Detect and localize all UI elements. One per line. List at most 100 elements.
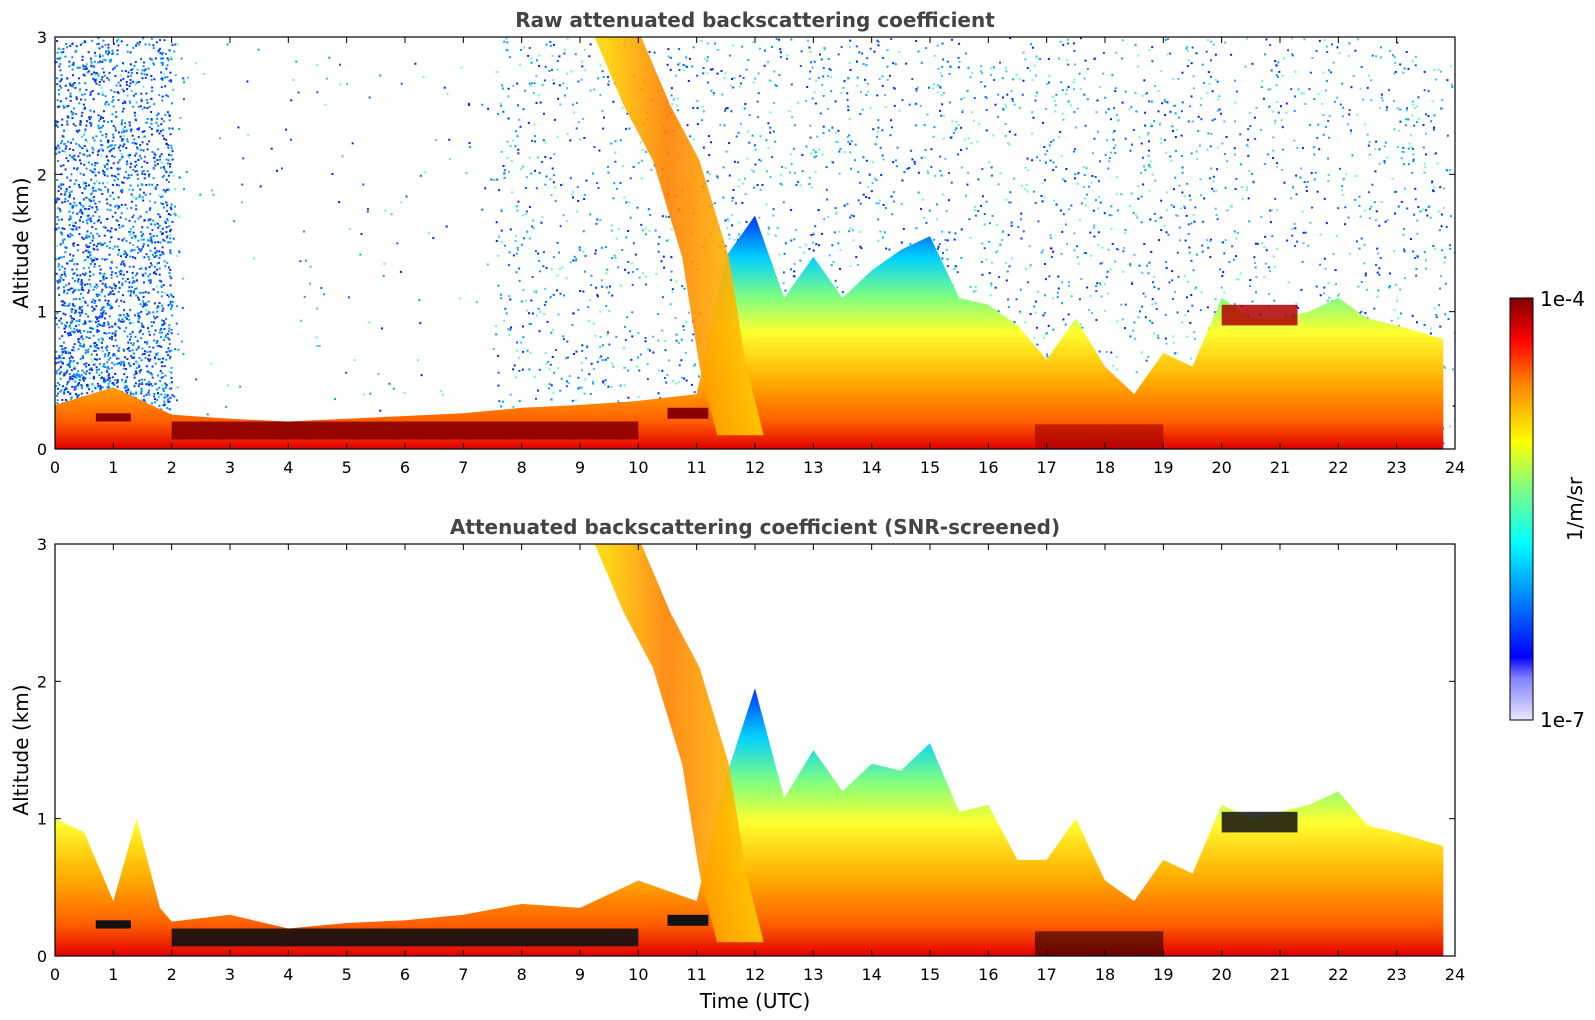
noise-dot bbox=[605, 272, 608, 275]
noise-dot bbox=[747, 59, 750, 62]
noise-dot bbox=[601, 109, 604, 112]
noise-dot bbox=[165, 94, 168, 97]
noise-dot bbox=[468, 141, 471, 144]
noise-dot bbox=[84, 352, 87, 355]
noise-dot bbox=[119, 79, 122, 82]
noise-dot bbox=[550, 194, 553, 197]
noise-dot bbox=[728, 237, 731, 240]
noise-dot bbox=[1399, 312, 1402, 315]
noise-dot bbox=[980, 64, 983, 67]
noise-dot bbox=[1092, 226, 1095, 229]
noise-dot bbox=[131, 216, 134, 219]
noise-dot bbox=[1264, 262, 1267, 265]
noise-dot bbox=[173, 50, 176, 53]
noise-dot bbox=[154, 221, 157, 224]
noise-dot bbox=[852, 215, 855, 218]
noise-dot bbox=[972, 119, 975, 122]
noise-dot bbox=[171, 158, 174, 161]
noise-dot bbox=[318, 345, 321, 348]
noise-dot bbox=[270, 147, 273, 150]
noise-dot bbox=[146, 340, 149, 343]
noise-dot bbox=[955, 120, 958, 123]
noise-dot bbox=[879, 146, 882, 149]
noise-dot bbox=[874, 143, 877, 146]
noise-dot bbox=[64, 352, 67, 355]
noise-dot bbox=[1206, 92, 1209, 95]
noise-dot bbox=[142, 295, 145, 298]
noise-dot bbox=[876, 39, 879, 42]
noise-dot bbox=[135, 391, 138, 394]
noise-dot bbox=[670, 270, 673, 273]
noise-dot bbox=[854, 143, 857, 146]
noise-dot bbox=[1008, 143, 1011, 146]
noise-dot bbox=[98, 215, 101, 218]
noise-dot bbox=[80, 387, 83, 390]
noise-dot bbox=[528, 46, 531, 49]
noise-dot bbox=[500, 297, 503, 300]
noise-dot bbox=[511, 191, 514, 194]
noise-dot bbox=[696, 123, 699, 126]
noise-dot bbox=[573, 353, 576, 356]
noise-dot bbox=[1186, 50, 1189, 53]
noise-dot bbox=[1417, 96, 1420, 99]
noise-dot bbox=[1332, 61, 1335, 64]
noise-dot bbox=[1110, 227, 1113, 230]
noise-dot bbox=[83, 371, 86, 374]
noise-dot bbox=[666, 373, 669, 376]
noise-dot bbox=[460, 66, 463, 69]
noise-dot bbox=[1445, 225, 1448, 228]
noise-dot bbox=[693, 391, 696, 394]
noise-dot bbox=[596, 293, 599, 296]
noise-dot bbox=[600, 355, 603, 358]
noise-dot bbox=[1093, 224, 1096, 227]
noise-dot bbox=[1172, 298, 1175, 301]
noise-dot bbox=[1280, 105, 1283, 108]
noise-dot bbox=[1153, 286, 1156, 289]
noise-dot bbox=[736, 161, 739, 164]
noise-dot bbox=[75, 376, 78, 379]
noise-dot bbox=[1060, 252, 1063, 255]
noise-dot bbox=[164, 169, 167, 172]
noise-dot bbox=[1311, 56, 1314, 59]
noise-dot bbox=[548, 387, 551, 390]
noise-dot bbox=[641, 272, 644, 275]
noise-dot bbox=[353, 359, 356, 362]
noise-dot bbox=[1348, 42, 1351, 45]
noise-dot bbox=[828, 254, 831, 257]
noise-dot bbox=[670, 279, 673, 282]
noise-dot bbox=[1317, 123, 1320, 126]
noise-dot bbox=[711, 68, 714, 71]
noise-dot bbox=[1190, 259, 1193, 262]
noise-dot bbox=[1206, 148, 1209, 151]
noise-dot bbox=[161, 319, 164, 322]
noise-dot bbox=[130, 193, 133, 196]
noise-dot bbox=[90, 73, 93, 76]
noise-dot bbox=[1453, 332, 1455, 335]
noise-dot bbox=[383, 262, 386, 265]
noise-dot bbox=[507, 264, 510, 267]
noise-dot bbox=[886, 49, 889, 52]
noise-dot bbox=[599, 64, 602, 67]
noise-dot bbox=[141, 77, 144, 80]
noise-dot bbox=[62, 278, 65, 281]
noise-dot bbox=[1222, 241, 1225, 244]
noise-dot bbox=[1010, 221, 1013, 224]
noise-dot bbox=[79, 122, 82, 125]
noise-dot bbox=[706, 59, 709, 62]
noise-dot bbox=[939, 169, 942, 172]
noise-dot bbox=[815, 79, 818, 82]
noise-dot bbox=[1025, 183, 1028, 186]
noise-dot bbox=[724, 219, 727, 222]
noise-dot bbox=[331, 173, 334, 176]
noise-dot bbox=[1152, 281, 1155, 284]
noise-dot bbox=[645, 150, 648, 153]
noise-dot bbox=[900, 203, 903, 206]
noise-dot bbox=[1222, 271, 1225, 274]
noise-dot bbox=[94, 349, 97, 352]
noise-dot bbox=[1429, 216, 1432, 219]
noise-dot bbox=[1140, 171, 1143, 174]
noise-dot bbox=[1165, 231, 1168, 234]
noise-dot bbox=[974, 285, 977, 288]
noise-dot bbox=[57, 361, 60, 364]
noise-dot bbox=[944, 238, 947, 241]
